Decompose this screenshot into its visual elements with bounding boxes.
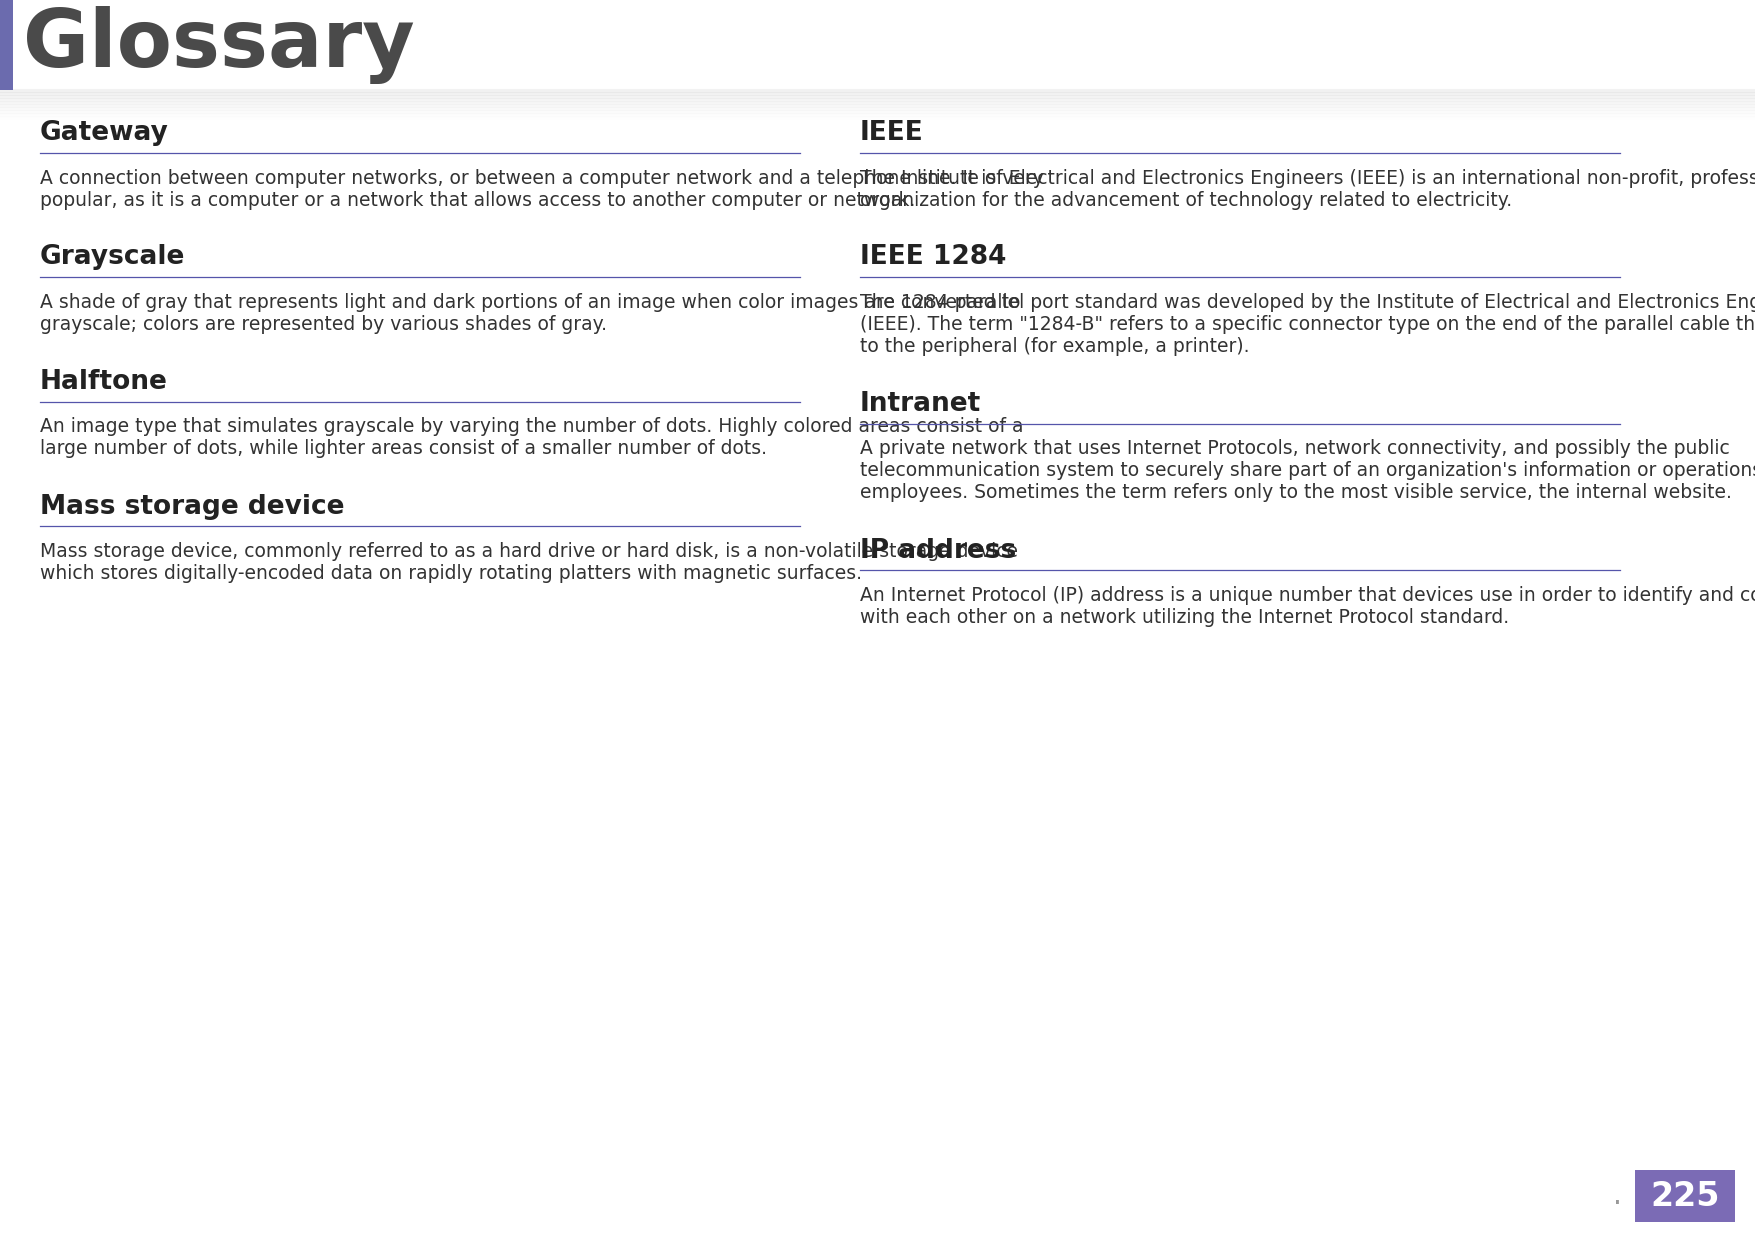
- Text: Grayscale: Grayscale: [40, 244, 186, 270]
- Bar: [1636, 1171, 1736, 1221]
- Text: IEEE 1284: IEEE 1284: [860, 244, 1006, 270]
- Text: large number of dots, while lighter areas consist of a smaller number of dots.: large number of dots, while lighter area…: [40, 439, 767, 459]
- Text: Mass storage device: Mass storage device: [40, 494, 344, 520]
- Text: IEEE: IEEE: [860, 120, 923, 146]
- Text: A shade of gray that represents light and dark portions of an image when color i: A shade of gray that represents light an…: [40, 293, 1020, 312]
- Text: popular, as it is a computer or a network that allows access to another computer: popular, as it is a computer or a networ…: [40, 191, 916, 210]
- Text: which stores digitally-encoded data on rapidly rotating platters with magnetic s: which stores digitally-encoded data on r…: [40, 564, 862, 583]
- Text: Intranet: Intranet: [860, 391, 981, 417]
- Text: grayscale; colors are represented by various shades of gray.: grayscale; colors are represented by var…: [40, 315, 607, 334]
- Text: An Internet Protocol (IP) address is a unique number that devices use in order t: An Internet Protocol (IP) address is a u…: [860, 587, 1755, 605]
- Text: A private network that uses Internet Protocols, network connectivity, and possib: A private network that uses Internet Pro…: [860, 439, 1730, 459]
- Text: Gateway: Gateway: [40, 120, 168, 146]
- Bar: [0, 0, 1755, 91]
- Text: An image type that simulates grayscale by varying the number of dots. Highly col: An image type that simulates grayscale b…: [40, 418, 1023, 436]
- Text: organization for the advancement of technology related to electricity.: organization for the advancement of tech…: [860, 191, 1513, 210]
- Text: IP address: IP address: [860, 537, 1016, 563]
- Text: to the peripheral (for example, a printer).: to the peripheral (for example, a printe…: [860, 337, 1250, 356]
- Text: .: .: [1613, 1182, 1622, 1210]
- Text: The 1284 parallel port standard was developed by the Institute of Electrical and: The 1284 parallel port standard was deve…: [860, 293, 1755, 312]
- Text: (IEEE). The term "1284-B" refers to a specific connector type on the end of the : (IEEE). The term "1284-B" refers to a sp…: [860, 315, 1755, 334]
- Text: Glossary: Glossary: [23, 6, 414, 84]
- Bar: [0, 0, 12, 91]
- Text: with each other on a network utilizing the Internet Protocol standard.: with each other on a network utilizing t…: [860, 608, 1509, 627]
- Text: The Institute of Electrical and Electronics Engineers (IEEE) is an international: The Institute of Electrical and Electron…: [860, 169, 1755, 187]
- Text: Halftone: Halftone: [40, 370, 168, 396]
- Text: 225: 225: [1650, 1179, 1720, 1213]
- Text: Mass storage device, commonly referred to as a hard drive or hard disk, is a non: Mass storage device, commonly referred t…: [40, 542, 1018, 560]
- Text: employees. Sometimes the term refers only to the most visible service, the inter: employees. Sometimes the term refers onl…: [860, 484, 1732, 502]
- Text: A connection between computer networks, or between a computer network and a tele: A connection between computer networks, …: [40, 169, 1044, 187]
- Text: telecommunication system to securely share part of an organization's information: telecommunication system to securely sha…: [860, 461, 1755, 480]
